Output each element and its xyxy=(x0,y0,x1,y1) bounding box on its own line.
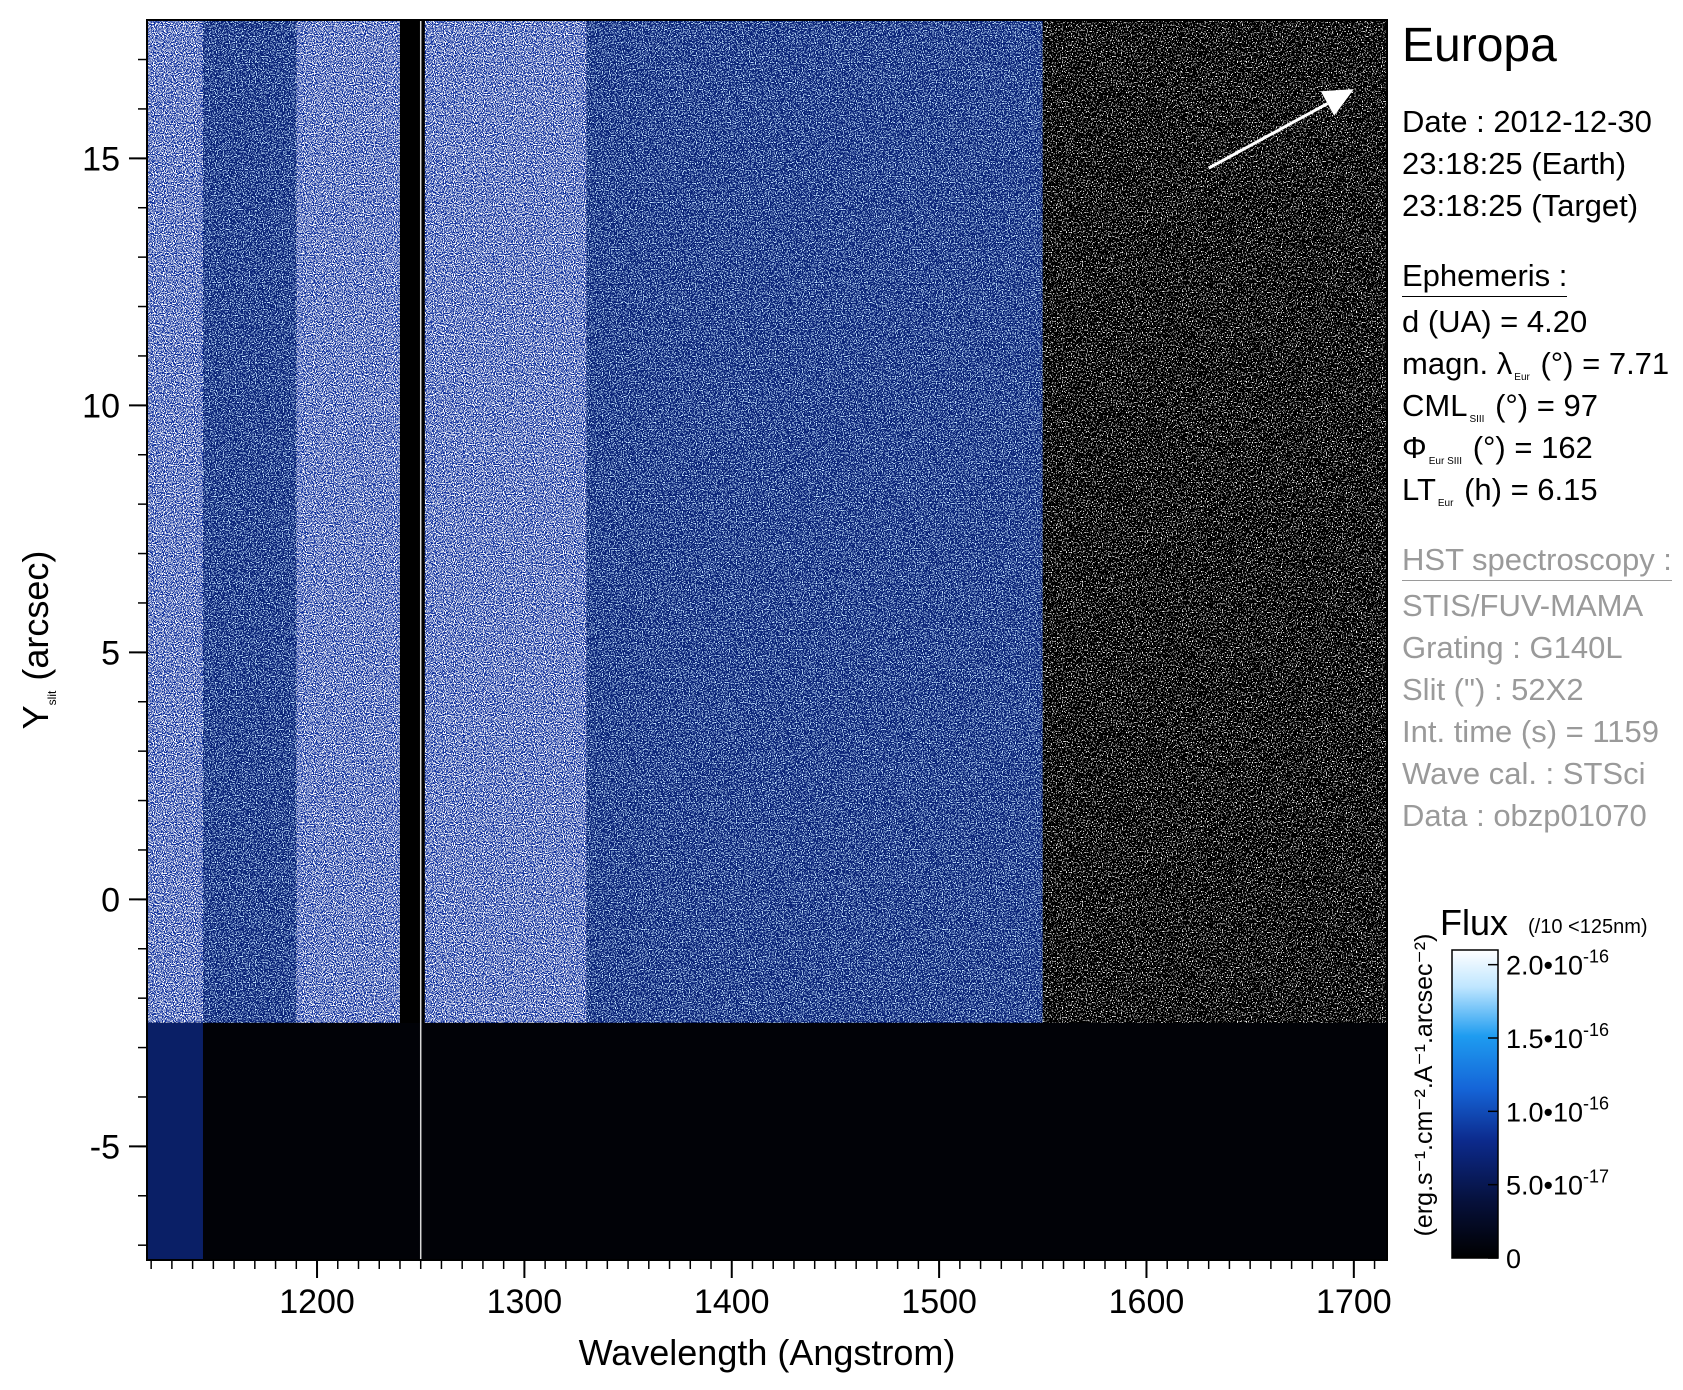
colorbar-tick-label: 2.0•10-16 xyxy=(1506,947,1609,981)
colorbar-tick-label: 5.0•10-17 xyxy=(1506,1167,1609,1201)
y-axis-label-main: Y xyxy=(15,705,56,729)
x-tick-label: 1200 xyxy=(279,1283,355,1321)
colorbar-tick-exponent: -17 xyxy=(1583,1167,1609,1187)
ephemeris-local-time: LT Eur (h) = 6.15 xyxy=(1402,472,1598,509)
colorbar-tick-label: 1.5•10-16 xyxy=(1506,1020,1609,1054)
colorbar-tick-mantissa: 5.0•10 xyxy=(1506,1171,1583,1201)
y-axis-label-sub: slit xyxy=(45,690,59,705)
emission-band xyxy=(1042,20,1387,1023)
y-axis-label-rest: (arcsec) xyxy=(15,551,56,691)
x-tick-label: 1500 xyxy=(901,1283,977,1321)
y-tick-label: 10 xyxy=(82,387,120,425)
no-data-region-blue xyxy=(147,1022,203,1260)
colorbar-unit-label: (erg.s⁻¹.cm⁻².A⁻¹.arcsec⁻²) xyxy=(1410,934,1438,1237)
emission-bands xyxy=(147,20,1387,1023)
emission-band xyxy=(202,20,297,1023)
colorbar-tick-exponent: -16 xyxy=(1583,1093,1609,1113)
no-data-region xyxy=(147,1022,1387,1260)
y-tick-label: 0 xyxy=(101,881,120,919)
ephemeris-magnetic-latitude: magn. λ Eur (°) = 7.71 xyxy=(1402,346,1670,383)
colorbar-tick-exponent: -16 xyxy=(1583,947,1609,967)
colorbar: 05.0•10-171.0•10-161.5•10-162.0•10-16 Fl… xyxy=(1410,902,1648,1274)
colorbar-note: (/10 <125nm) xyxy=(1528,916,1648,938)
plot-area xyxy=(147,20,1387,1260)
y-tick-label: 5 xyxy=(101,634,120,672)
colorbar-ticks: 05.0•10-171.0•10-161.5•10-162.0•10-16 xyxy=(1488,947,1609,1274)
hst-data-id: Data : obzp01070 xyxy=(1402,798,1647,833)
hst-wave-cal: Wave cal. : STSci xyxy=(1402,756,1646,791)
y-tick-label: -5 xyxy=(90,1128,120,1166)
ephemeris-cml: CML SIII (°) = 97 xyxy=(1402,388,1598,425)
emission-band xyxy=(586,20,1043,1023)
hst-integration-time: Int. time (s) = 1159 xyxy=(1402,714,1660,749)
arrow-head xyxy=(1320,89,1354,116)
colorbar-tick-mantissa: 2.0•10 xyxy=(1506,951,1583,981)
x-axis: 1200 1300 1400 1500 1600 1700 xyxy=(150,1260,1392,1321)
emission-band xyxy=(296,20,400,1023)
panel-title: Europa xyxy=(1402,19,1557,72)
colorbar-tick-exponent: -16 xyxy=(1583,1020,1609,1040)
colorbar-tick-mantissa: 0 xyxy=(1506,1244,1521,1274)
emission-band xyxy=(424,20,587,1023)
ephemeris-heading: Ephemeris : xyxy=(1402,258,1568,297)
x-tick-label: 1700 xyxy=(1316,1283,1392,1321)
earth-time-line: 23:18:25 (Earth) xyxy=(1402,146,1627,181)
x-tick-label: 1300 xyxy=(487,1283,563,1321)
hst-heading: HST spectroscopy : xyxy=(1402,542,1672,581)
ephemeris-phase: Φ Eur SIII (°) = 162 xyxy=(1402,430,1593,467)
x-axis-label: Wavelength (Angstrom) xyxy=(579,1332,956,1373)
target-time-line: 23:18:25 (Target) xyxy=(1402,188,1639,223)
direction-arrow xyxy=(1207,89,1354,170)
emission-band xyxy=(147,20,203,1023)
x-tick-label: 1400 xyxy=(694,1283,770,1321)
y-axis-label: Yslit (arcsec) xyxy=(15,551,59,730)
colorbar-tick-mantissa: 1.5•10 xyxy=(1506,1024,1583,1054)
ephemeris-distance: d (UA) = 4.20 xyxy=(1402,304,1588,339)
colorbar-tick-mantissa: 1.0•10 xyxy=(1506,1097,1583,1127)
y-axis: -5 0 5 10 15 xyxy=(82,58,147,1246)
colorbar-tick-label: 1.0•10-16 xyxy=(1506,1093,1609,1127)
plot-frame xyxy=(146,19,1388,1261)
y-tick-label: 15 xyxy=(82,140,120,178)
arrow-shaft xyxy=(1207,102,1329,170)
colorbar-gradient xyxy=(1451,949,1499,1259)
colorbar-tick-label: 0 xyxy=(1506,1244,1521,1274)
hst-instrument: STIS/FUV-MAMA xyxy=(1402,588,1644,623)
hst-slit: Slit (") : 52X2 xyxy=(1402,672,1584,707)
colorbar-title: Flux xyxy=(1440,902,1508,943)
x-tick-label: 1600 xyxy=(1109,1283,1185,1321)
hst-grating: Grating : G140L xyxy=(1402,630,1623,665)
date-line: Date : 2012-12-30 xyxy=(1402,104,1652,139)
